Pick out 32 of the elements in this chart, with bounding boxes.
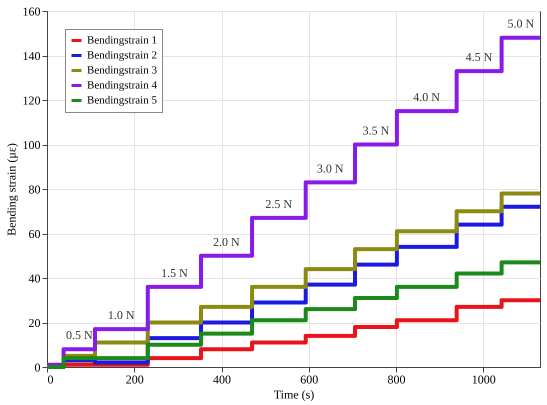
x-tick-label: 400 [213, 372, 232, 386]
x-tick-label: 0 [48, 372, 54, 386]
legend-label: Bendingstrain 3 [87, 64, 158, 76]
x-tick-label: 800 [388, 372, 406, 386]
x-axis-title: Time (s) [274, 388, 314, 402]
annotation: 4.5 N [466, 50, 493, 64]
legend-label: Bendingstrain 2 [87, 50, 157, 62]
annotation: 1.5 N [161, 266, 188, 280]
x-tick-label: 1000 [472, 372, 496, 386]
legend-label: Bendingstrain 4 [87, 80, 158, 92]
x-tick-label: 200 [126, 372, 144, 386]
annotation: 4.0 N [413, 90, 440, 104]
annotation: 0.5 N [66, 328, 93, 342]
y-tick-label: 60 [28, 227, 40, 241]
y-tick-label: 0 [34, 360, 40, 374]
y-tick-label: 20 [28, 316, 40, 330]
y-tick-label: 40 [28, 272, 40, 286]
annotation: 2.0 N [212, 234, 240, 249]
y-axis-title: Bending strain (με) [4, 143, 18, 236]
y-tick-label: 160 [22, 4, 40, 18]
annotation: 3.5 N [362, 124, 390, 138]
legend-label: Bendingstrain 1 [87, 34, 157, 46]
y-tick-label: 140 [22, 49, 40, 63]
annotation: 1.0 N [108, 308, 135, 322]
y-tick-label: 80 [28, 182, 40, 196]
annotation: 2.5 N [265, 196, 292, 211]
y-tick-label: 120 [22, 94, 40, 108]
annotation: 5.0 N [507, 16, 534, 31]
y-tick-label: 100 [22, 138, 40, 152]
annotation: 3.0 N [316, 161, 344, 176]
x-tick-label: 600 [300, 372, 318, 386]
legend-label: Bendingstrain 5 [87, 94, 158, 106]
